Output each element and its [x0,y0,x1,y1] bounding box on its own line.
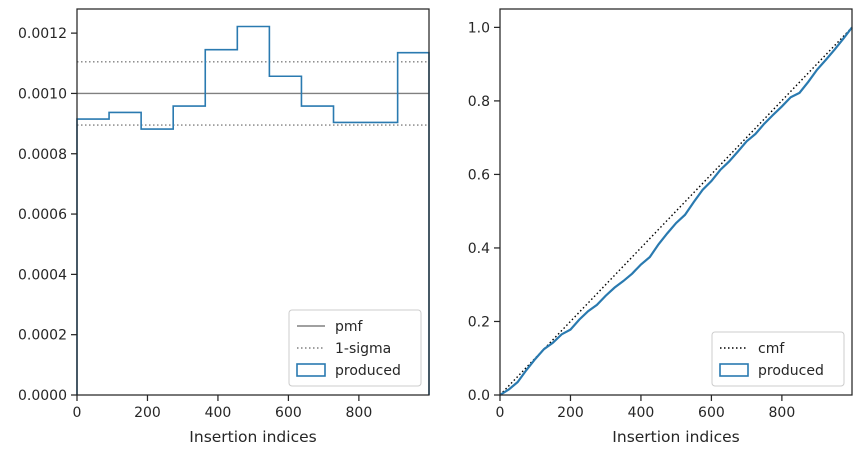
point-produced-18 [658,243,660,245]
point-produced-26 [728,161,730,163]
point-produced-12 [605,295,607,297]
point-produced-19 [667,232,669,234]
x-tick-label: 800 [346,405,373,421]
y-tick-label: 1.0 [468,20,490,36]
y-tick-label: 0.0006 [18,207,67,223]
x-tick-label: 600 [698,405,725,421]
point-produced-4 [534,358,536,360]
x-tick-label: 200 [134,405,161,421]
point-produced-14 [623,280,625,282]
y-tick-label: 0.0002 [18,328,67,344]
point-produced-29 [755,133,757,135]
point-produced-36 [816,69,818,71]
legend-swatch-produced [296,363,326,377]
x-tick-label: 0 [73,405,82,421]
cumulative-panel: 0 200 400 600 800 0.0 0.2 0.4 0.6 0.8 1.0 Insertion… [468,8,853,446]
point-produced-24 [711,180,713,182]
series-cmf-line [499,26,853,396]
series-produced-step [76,25,430,395]
plot-frame [499,8,853,396]
point-produced-7 [561,334,563,336]
point-produced-22 [693,201,695,203]
y-tick-label: 0.6 [468,167,490,183]
point-produced-6 [552,342,554,344]
legend-swatch-produced [719,363,749,377]
point-produced-33 [790,96,792,98]
y-tick-label: 0.0008 [18,147,67,163]
point-produced-3 [526,369,528,371]
y-tick-label: 0.2 [468,314,490,330]
point-produced-25 [719,169,721,171]
point-produced-15 [631,273,633,275]
y-tick-label: 0.0004 [18,267,67,283]
x-tick-label: 800 [769,405,796,421]
point-produced-2 [517,381,519,383]
y-tick-label: 0.0000 [18,388,67,404]
x-axis-label: Insertion indices [189,428,316,446]
y-tick-label: 0.4 [468,241,490,257]
legend-label: cmf [758,341,785,357]
point-produced-30 [763,123,765,125]
y-tick-label: 0.0 [468,388,490,404]
point-produced-20 [675,222,677,224]
x-tick-label: 200 [557,405,584,421]
legend: pmf 1-sigma produced [288,309,422,387]
plot-frame [76,8,430,396]
y-tick-label: 0.0010 [18,86,67,102]
histogram-panel: 0 200 400 600 800 0.0000 0.0002 0.0004 0.0006 0.0… [18,8,430,446]
point-produced-13 [614,287,616,289]
legend-box [711,331,845,387]
point-produced-37 [825,59,827,61]
y-tick-label: 0.0012 [18,26,67,42]
point-produced-1 [508,389,510,391]
x-tick-label: 400 [628,405,655,421]
legend-label: 1-sigma [335,341,391,357]
series-produced-line [499,26,853,396]
point-produced-17 [649,256,651,258]
point-produced-39 [843,38,845,40]
point-produced-23 [702,189,704,191]
point-produced-8 [570,329,572,331]
x-axis-label: Insertion indices [612,428,739,446]
point-produced-10 [587,310,589,312]
point-produced-9 [578,319,580,321]
data-layer [76,25,430,395]
legend-label: produced [758,363,824,379]
point-produced-38 [834,49,836,51]
point-produced-32 [781,106,783,108]
x-tick-label: 0 [496,405,505,421]
point-produced-16 [640,264,642,266]
point-produced-5 [543,348,545,350]
point-produced-11 [596,304,598,306]
legend: cmf produced [711,331,845,387]
y-tick-label: 0.8 [468,94,490,110]
x-tick-label: 600 [275,405,302,421]
legend-label: produced [335,363,401,379]
plot-area [500,9,852,395]
point-produced-28 [746,141,748,143]
data-layer [499,26,853,396]
point-produced-34 [799,92,801,94]
legend-label: pmf [335,319,364,335]
legend-box [288,309,422,387]
point-produced-31 [772,114,774,116]
point-produced-27 [737,151,739,153]
point-produced-35 [808,81,810,83]
point-produced-21 [684,214,686,216]
x-tick-label: 400 [205,405,232,421]
